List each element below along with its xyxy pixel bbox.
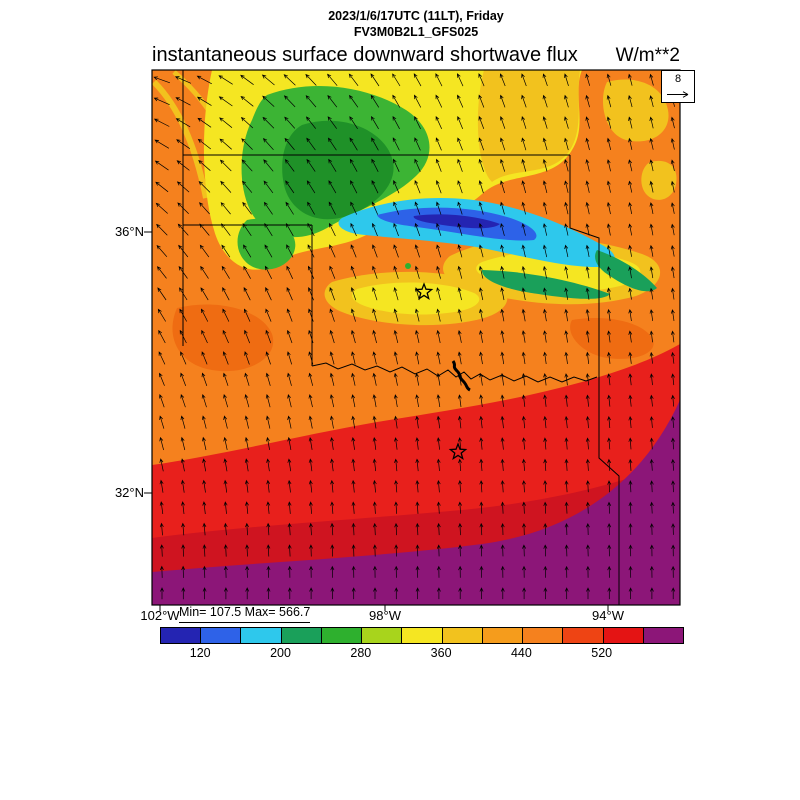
colorbar-cell [161,628,202,643]
colorbar-tick-label: 360 [430,646,452,660]
wind-vectors [153,73,676,600]
colorbar-cell [362,628,403,643]
river-knot [451,360,471,392]
map-canvas [144,69,681,611]
contour-fill [152,70,680,605]
colorbar-cell [603,628,644,643]
reference-vector-arrow-icon [667,91,689,98]
y-tick-32n: 32°N [114,485,144,500]
colorbar-cell [643,628,684,643]
colorbar-cell [281,628,322,643]
colorbar-tick-label: 120 [189,646,211,660]
map-frame [151,69,681,606]
colorbar-tick-label: 280 [350,646,372,660]
colorbar-cell [442,628,483,643]
axis-ticks [144,231,609,611]
colorbar-tick-label: 440 [510,646,532,660]
reference-vector-value: 8 [674,73,682,85]
model-line: FV3M0B2L1_GFS025 [353,25,479,39]
colorbar-cell [321,628,363,643]
y-tick-36n: 36°N [114,224,144,239]
colorbar-tick-label: 200 [270,646,291,660]
x-tick-94w: 94°W [592,608,624,623]
colorbar-cell [563,628,604,643]
colorbar-cell [523,628,564,643]
date-line: 2023/1/6/17UTC (11LT), Friday [328,9,504,23]
colorbar-cell [482,628,524,643]
colorbar-cell [241,628,282,643]
colorbar-cell [201,628,242,643]
min-max-label: Min= 107.5 Max= 566.7 [179,605,311,623]
colorbar [160,627,684,644]
x-tick-102w: 102°W [140,608,180,623]
units-label: W/m**2 [615,45,680,66]
page-title: instantaneous surface downward shortwave… [152,44,578,66]
x-tick-98w: 98°W [369,608,401,623]
colorbar-tick-label: 520 [591,646,613,660]
colorbar-cell [402,628,443,643]
colorbar-labels: 120 200 280 360 440 520 [160,646,682,662]
reference-vector-box: 8 [661,70,695,103]
